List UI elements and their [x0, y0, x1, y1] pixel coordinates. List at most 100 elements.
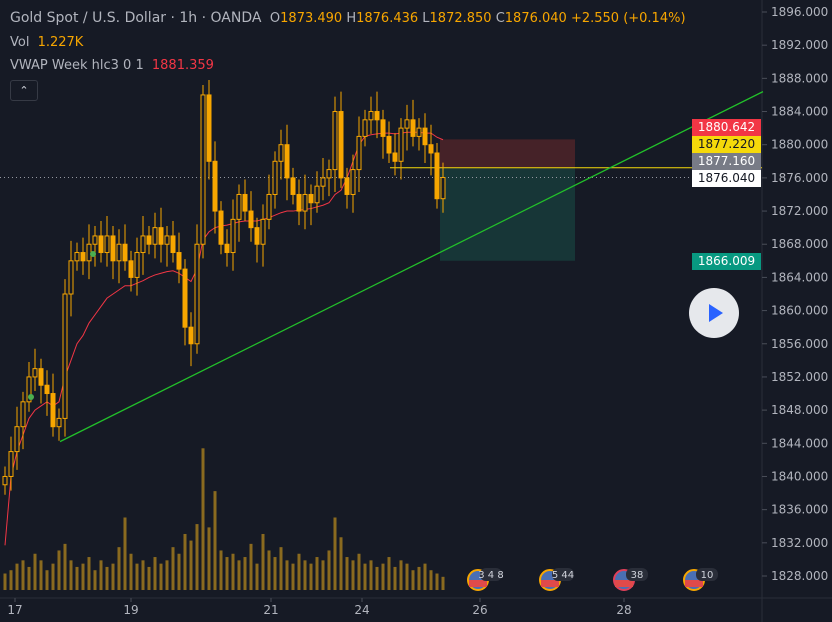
candle-body: [38, 368, 44, 386]
vwap-price-label: 1880.642: [692, 119, 761, 136]
exchange: OANDA: [210, 10, 262, 26]
volume-bar: [243, 557, 247, 590]
candle-body: [380, 119, 386, 137]
separator: ·: [170, 10, 175, 26]
y-tick-label: 1828.000: [771, 569, 828, 583]
candle-body: [332, 111, 338, 171]
candle-body: [146, 235, 152, 245]
volume-bar: [207, 527, 211, 590]
volume-bar: [357, 553, 361, 590]
volume-bar: [375, 566, 379, 590]
volume-legend[interactable]: Vol 1.227K: [10, 35, 83, 50]
candle-body: [188, 326, 194, 345]
candle-body: [434, 152, 440, 200]
y-tick-label: 1884.000: [771, 105, 828, 119]
candle-body: [374, 111, 380, 121]
collapse-legend-button[interactable]: ⌃: [10, 80, 38, 101]
volume-bar: [279, 547, 283, 590]
volume-bar: [195, 524, 199, 590]
candle-body: [344, 177, 350, 195]
volume-bar: [213, 491, 217, 590]
volume-bar: [39, 560, 43, 590]
volume-bar: [435, 573, 439, 590]
volume-bar: [303, 560, 307, 590]
change-value: +2.550 (+0.14%): [570, 11, 686, 26]
volume-bar: [135, 563, 139, 590]
y-tick-label: 1848.000: [771, 403, 828, 417]
volume-bar: [27, 566, 31, 590]
candle-body: [92, 235, 98, 245]
volume-bar: [261, 533, 265, 590]
volume-bar: [381, 563, 385, 590]
candle-body: [2, 475, 8, 486]
volume-bar: [69, 560, 73, 590]
y-tick-label: 1892.000: [771, 38, 828, 52]
volume-bar: [417, 566, 421, 590]
candle-body: [50, 393, 56, 428]
candle-body: [152, 227, 158, 245]
interval[interactable]: 1h: [179, 10, 198, 26]
candle-body: [212, 160, 218, 212]
candle-body: [248, 210, 254, 229]
hline-price-label: 1877.220: [692, 136, 761, 153]
trend-line: [59, 91, 764, 443]
candle-body: [410, 119, 416, 137]
y-tick-label: 1864.000: [771, 270, 828, 284]
candle-body: [356, 135, 362, 171]
candle-body: [284, 144, 290, 179]
target-price-label: 1866.009: [692, 253, 761, 270]
open-value: 1873.490: [280, 11, 343, 26]
event-count: 3 4 8: [478, 570, 503, 581]
candle-body: [104, 235, 110, 254]
candle-body: [128, 260, 134, 278]
volume-bar: [9, 570, 13, 590]
x-tick-label: 28: [616, 603, 631, 617]
volume-bar: [249, 543, 253, 590]
separator: ·: [201, 10, 207, 26]
candle-body: [98, 235, 104, 254]
x-tick-label: 26: [472, 603, 487, 617]
entry-price-label: 1877.160: [692, 153, 761, 170]
volume-bar: [171, 547, 175, 590]
volume-bar: [177, 553, 181, 590]
candle-body: [176, 252, 182, 270]
vwap-legend[interactable]: VWAP Week hlc3 0 1 1881.359: [10, 58, 214, 73]
candle-body: [20, 401, 26, 428]
play-replay-button[interactable]: [689, 288, 739, 338]
volume-bar: [63, 543, 67, 590]
candle-body: [440, 177, 446, 200]
symbol-name[interactable]: Gold Spot / U.S. Dollar: [10, 10, 167, 26]
candle-body: [14, 426, 20, 453]
volume-bar: [183, 533, 187, 590]
y-tick-label: 1844.000: [771, 436, 828, 450]
event-badge: [696, 568, 718, 581]
y-tick-label: 1880.000: [771, 138, 828, 152]
y-tick-label: 1860.000: [771, 304, 828, 318]
vwap-value: 1881.359: [151, 58, 214, 73]
candle-body: [32, 368, 38, 378]
us-flag-stripe: [685, 580, 703, 587]
candle-body: [278, 144, 284, 162]
volume-bar: [15, 563, 19, 590]
candle-body: [182, 268, 188, 328]
candle-body: [68, 260, 74, 295]
y-tick-label: 1840.000: [771, 469, 828, 483]
y-tick-label: 1888.000: [771, 71, 828, 85]
candle-body: [386, 135, 392, 154]
volume-value: 1.227K: [37, 35, 84, 50]
volume-bar: [441, 576, 445, 590]
candle-body: [266, 193, 272, 220]
vwap-label: VWAP Week hlc3 0 1: [10, 58, 144, 73]
high-label: H: [346, 11, 357, 26]
candle-body: [242, 193, 248, 212]
event-count: 5 44: [552, 570, 574, 581]
candle-body: [308, 193, 314, 204]
volume-bar: [273, 557, 277, 590]
volume-bar: [267, 550, 271, 590]
candle-body: [56, 417, 62, 428]
volume-bar: [123, 517, 127, 590]
y-tick-label: 1868.000: [771, 237, 828, 251]
volume-bar: [225, 557, 229, 590]
candle-body: [392, 152, 398, 162]
